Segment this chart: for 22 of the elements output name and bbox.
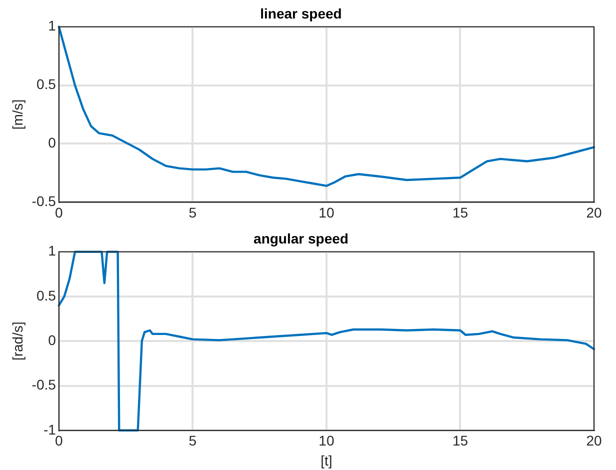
x-tick-label: 15: [452, 432, 468, 449]
x-tick-label: 10: [318, 204, 334, 220]
chart-title: linear speed: [260, 5, 342, 22]
y-tick-label: 0: [48, 332, 56, 348]
x-tick-label: 5: [188, 432, 197, 449]
x-axis-title: [t]: [320, 452, 332, 468]
y-tick-label: 1: [48, 18, 56, 34]
x-tick-label: 5: [188, 204, 197, 220]
chart-title: angular speed: [254, 230, 348, 246]
x-tick-label: 20: [586, 204, 602, 220]
x-tick-label: 10: [318, 432, 334, 449]
y-tick-label: -0.5: [32, 376, 56, 393]
y-tick-label: 0: [48, 134, 56, 151]
x-tick-label: 15: [452, 204, 468, 220]
y-tick-label: 1: [48, 242, 56, 259]
y-tick-label: -0.5: [32, 193, 56, 210]
y-tick-label: -1: [43, 421, 56, 438]
y-axis-title: [m/s]: [9, 99, 26, 130]
y-tick-label: 0.5: [36, 287, 56, 304]
y-axis-title: [rad/s]: [9, 322, 26, 361]
y-tick-label: 0.5: [36, 76, 56, 92]
x-tick-label: 20: [586, 432, 602, 449]
